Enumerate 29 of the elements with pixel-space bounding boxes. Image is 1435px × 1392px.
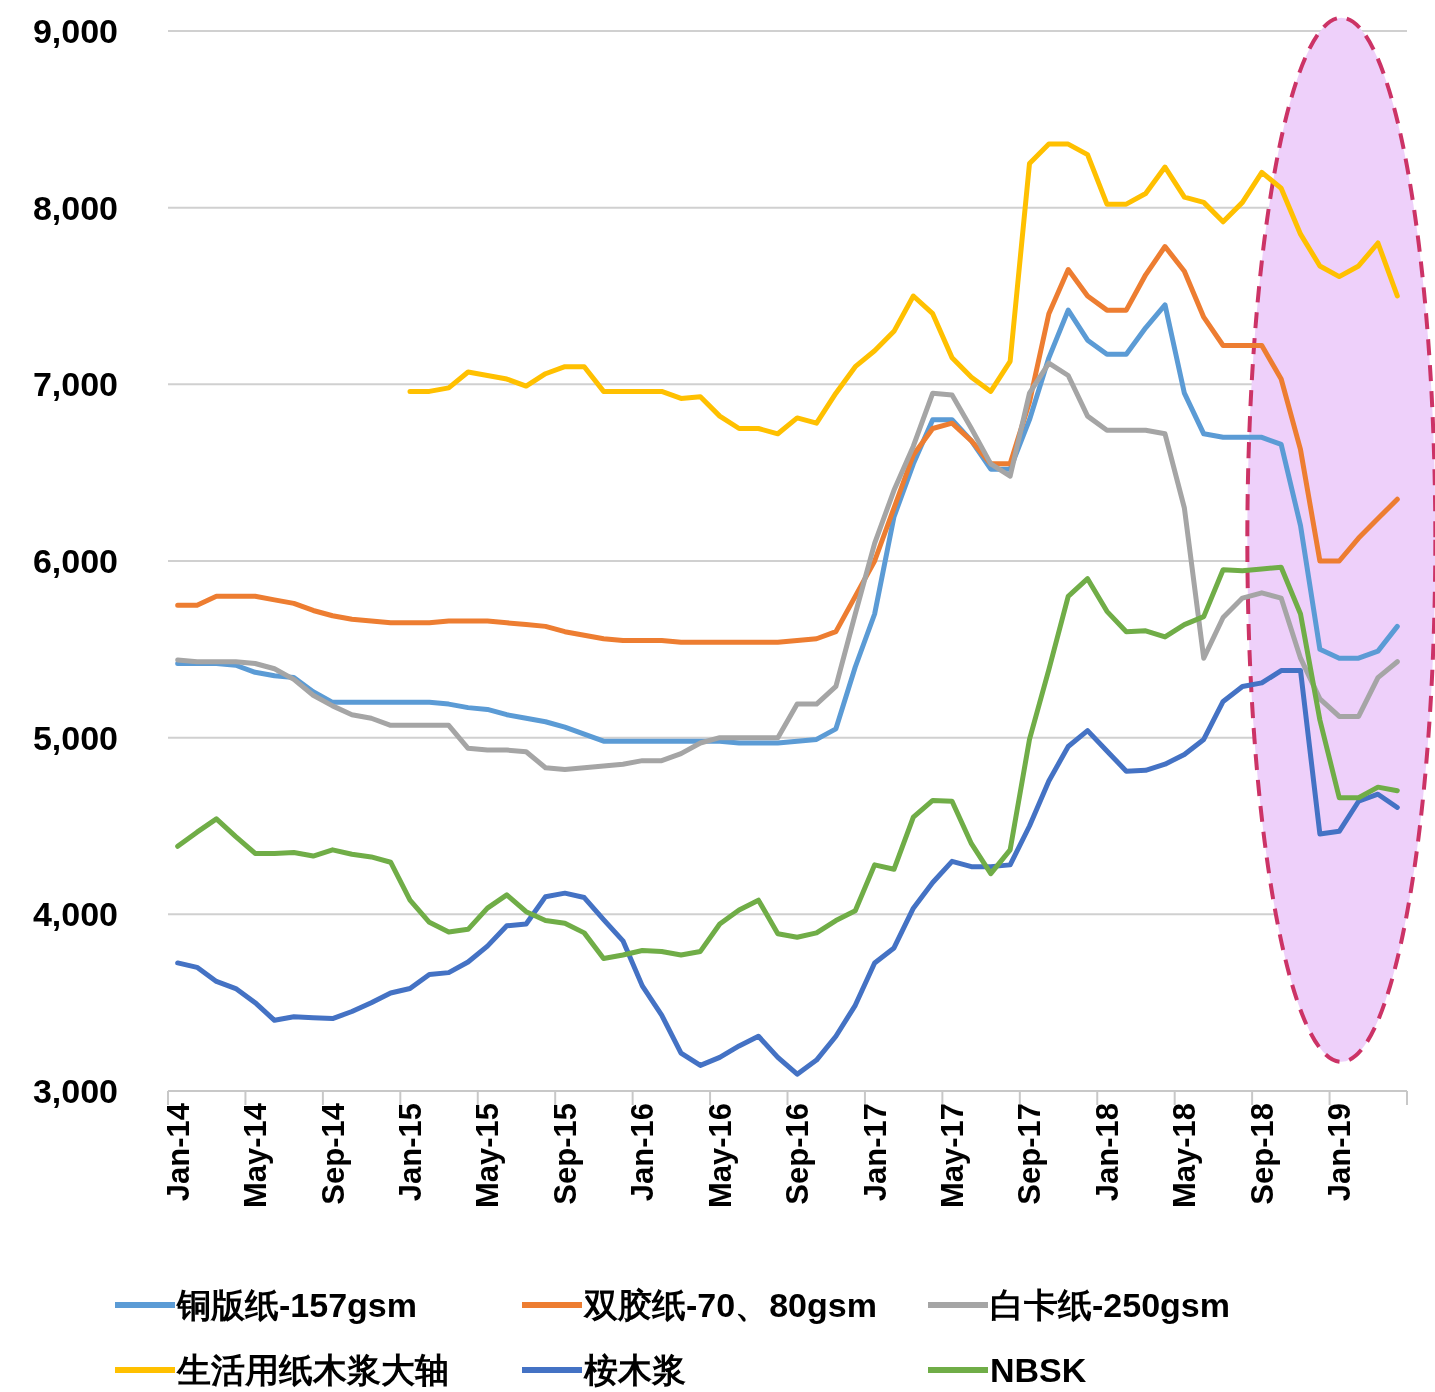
legend-label: 铜版纸-157gsm [175,1286,417,1324]
x-tick-label: Jan-16 [625,1103,661,1202]
x-tick-label: Jan-15 [392,1103,428,1202]
y-tick-label: 5,000 [32,718,118,757]
x-tick-label: Jan-18 [1089,1103,1125,1202]
legend-label: 白卡纸-250gsm [990,1286,1230,1324]
x-tick-label: Sep-15 [547,1103,583,1205]
legend-label: 双胶纸-70、80gsm [583,1286,877,1324]
x-tick-label: Sep-18 [1244,1103,1280,1205]
x-tick-label: May-14 [238,1102,274,1209]
x-tick-label: May-17 [935,1103,971,1209]
x-tick-label: Sep-17 [1012,1103,1048,1205]
x-tick-label: Jan-19 [1322,1103,1358,1202]
x-tick-label: Sep-16 [780,1103,816,1205]
y-tick-label: 6,000 [32,542,118,580]
x-tick-label: Jan-17 [857,1103,893,1202]
y-tick-label: 8,000 [32,188,118,227]
y-tick-label: 7,000 [32,365,118,404]
legend-label: NBSK [990,1351,1087,1389]
legend-label: 桉木浆 [583,1351,686,1389]
y-tick-label: 3,000 [32,1072,118,1110]
legend-label: 生活用纸木浆大轴 [176,1351,449,1389]
x-tick-label: Sep-14 [315,1102,351,1205]
x-tick-label: May-18 [1167,1103,1203,1209]
x-tick-label: May-16 [702,1103,738,1209]
x-tick-label: Jan-14 [160,1102,196,1202]
x-tick-label: May-15 [470,1103,506,1209]
y-tick-label: 9,000 [32,12,118,50]
y-tick-label: 4,000 [32,895,118,934]
